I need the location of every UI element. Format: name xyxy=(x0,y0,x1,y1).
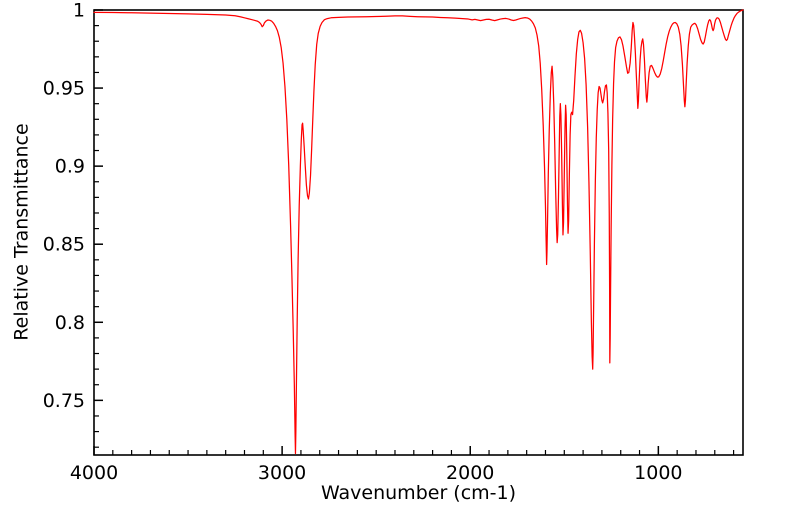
y-tick-label: 0.85 xyxy=(43,234,85,256)
x-tick-label: 2000 xyxy=(446,462,494,484)
x-axis-title: Wavenumber (cm-1) xyxy=(320,482,517,504)
spectrum-line xyxy=(93,9,744,455)
y-tick-label: 0.75 xyxy=(43,390,85,412)
y-tick-label: 1 xyxy=(73,0,85,22)
x-tick-label: 1000 xyxy=(634,462,682,484)
plot-frame xyxy=(93,9,744,456)
x-tick-label: 3000 xyxy=(258,462,306,484)
y-tick-label: 0.8 xyxy=(55,312,85,334)
x-axis-ticks: 4000 3000 2000 1000 xyxy=(70,446,735,484)
y-tick-label: 0.95 xyxy=(43,78,85,100)
y-tick-label: 0.9 xyxy=(55,156,85,178)
y-axis-ticks: 1 0.95 0.9 0.85 0.8 0.75 xyxy=(43,0,103,448)
x-tick-label: 4000 xyxy=(70,462,118,484)
y-axis-title: Relative Transmittance xyxy=(10,123,33,341)
